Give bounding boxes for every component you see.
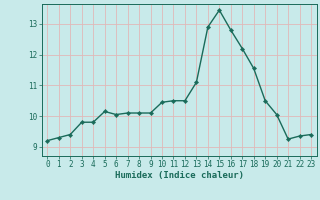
X-axis label: Humidex (Indice chaleur): Humidex (Indice chaleur)	[115, 171, 244, 180]
